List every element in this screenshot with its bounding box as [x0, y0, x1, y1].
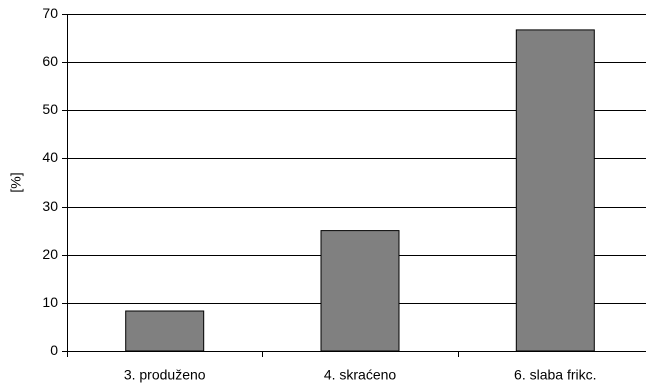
gridlines	[67, 14, 646, 304]
y-tick-label-10: 10	[42, 294, 58, 310]
y-tick-label-50: 50	[42, 101, 58, 117]
y-tick-label-30: 30	[42, 198, 58, 214]
y-tick-label-70: 70	[42, 5, 58, 21]
bar-3	[515, 29, 595, 352]
x-tick-label-2: 4. skraćeno	[324, 367, 397, 383]
y-tick-label-20: 20	[42, 246, 58, 262]
x-tick-labels: 3. produženo 4. skraćeno 6. slaba frikc.	[124, 367, 597, 383]
y-tick-label-0: 0	[50, 342, 58, 358]
axes	[62, 14, 646, 357]
x-tick-label-3: 6. slaba frikc.	[514, 367, 596, 383]
x-tick-label-1: 3. produženo	[124, 367, 206, 383]
bar-1	[125, 310, 205, 352]
y-tick-label-40: 40	[42, 149, 58, 165]
y-axis-title: [%]	[8, 172, 24, 192]
y-tick-labels: 0 10 20 30 40 50 60 70	[42, 5, 58, 358]
bars	[125, 29, 595, 352]
y-tick-label-60: 60	[42, 53, 58, 69]
bar-2	[320, 230, 400, 352]
